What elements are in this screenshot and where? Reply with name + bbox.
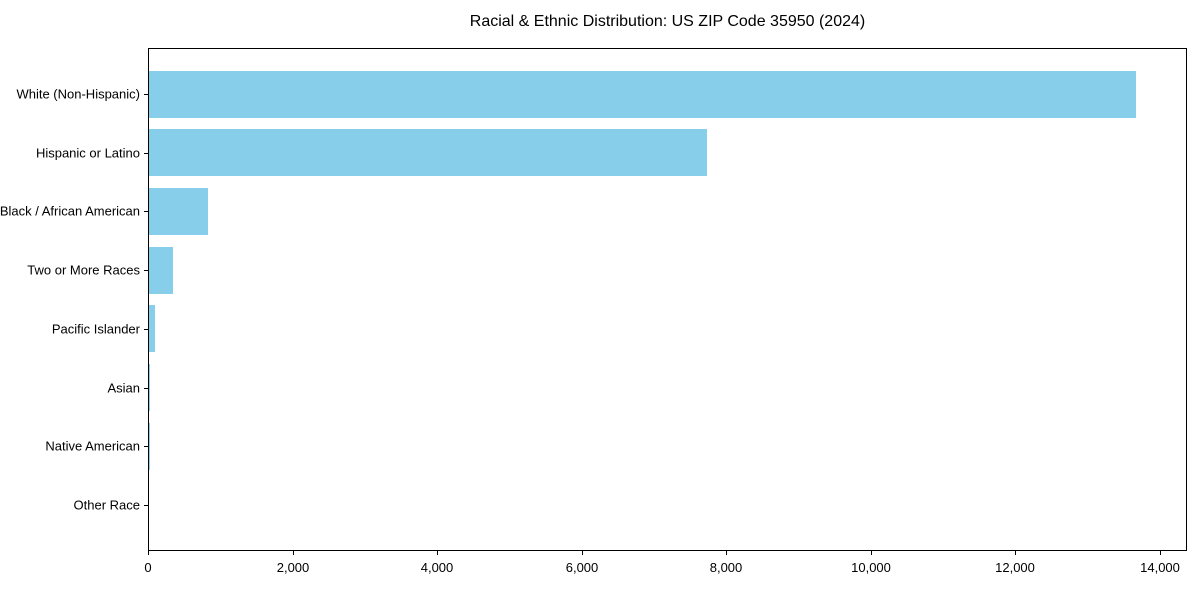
- x-tick-label: 14,000: [1140, 560, 1180, 575]
- x-tick-mark: [1160, 551, 1161, 555]
- y-tick-label: Asian: [107, 380, 140, 396]
- y-tick-mark: [144, 270, 148, 271]
- x-tick-mark: [871, 551, 872, 555]
- y-tick-mark: [144, 446, 148, 447]
- y-tick-mark: [144, 94, 148, 95]
- x-tick-label: 0: [144, 560, 152, 575]
- y-tick-mark: [144, 329, 148, 330]
- y-tick-label: Other Race: [73, 497, 140, 513]
- y-tick-label: Native American: [45, 438, 140, 454]
- x-tick-mark: [582, 551, 583, 555]
- chart-title: Racial & Ethnic Distribution: US ZIP Cod…: [469, 13, 866, 30]
- x-tick-mark: [1015, 551, 1016, 555]
- x-tick-label: 6,000: [565, 560, 599, 575]
- y-tick-mark: [144, 505, 148, 506]
- bar-native-american: [149, 422, 150, 470]
- y-tick-mark: [144, 211, 148, 212]
- bar-white-non-hispanic: [149, 70, 1136, 118]
- bar-black-african-american: [149, 187, 208, 235]
- bar-asian: [149, 364, 150, 412]
- x-tick-mark: [437, 551, 438, 555]
- bar-hispanic-or-latino: [149, 129, 707, 177]
- x-tick-mark: [726, 551, 727, 555]
- plot-area: [148, 48, 1187, 551]
- x-tick-label: 4,000: [420, 560, 454, 575]
- x-tick-label: 2,000: [276, 560, 310, 575]
- y-tick-label: Hispanic or Latino: [35, 145, 140, 161]
- y-tick-label: Black / African American: [0, 203, 140, 219]
- x-tick-label: 10,000: [851, 560, 891, 575]
- bar-pacific-islander: [149, 305, 155, 353]
- y-tick-mark: [144, 153, 148, 154]
- y-tick-label: Pacific Islander: [51, 321, 140, 337]
- bar-two-or-more-races: [149, 246, 173, 294]
- x-tick-mark: [293, 551, 294, 555]
- x-tick-label: 8,000: [709, 560, 743, 575]
- y-tick-label: White (Non-Hispanic): [16, 86, 140, 102]
- x-tick-label: 12,000: [995, 560, 1035, 575]
- y-tick-mark: [144, 388, 148, 389]
- y-tick-label: Two or More Races: [27, 262, 140, 278]
- x-tick-mark: [148, 551, 149, 555]
